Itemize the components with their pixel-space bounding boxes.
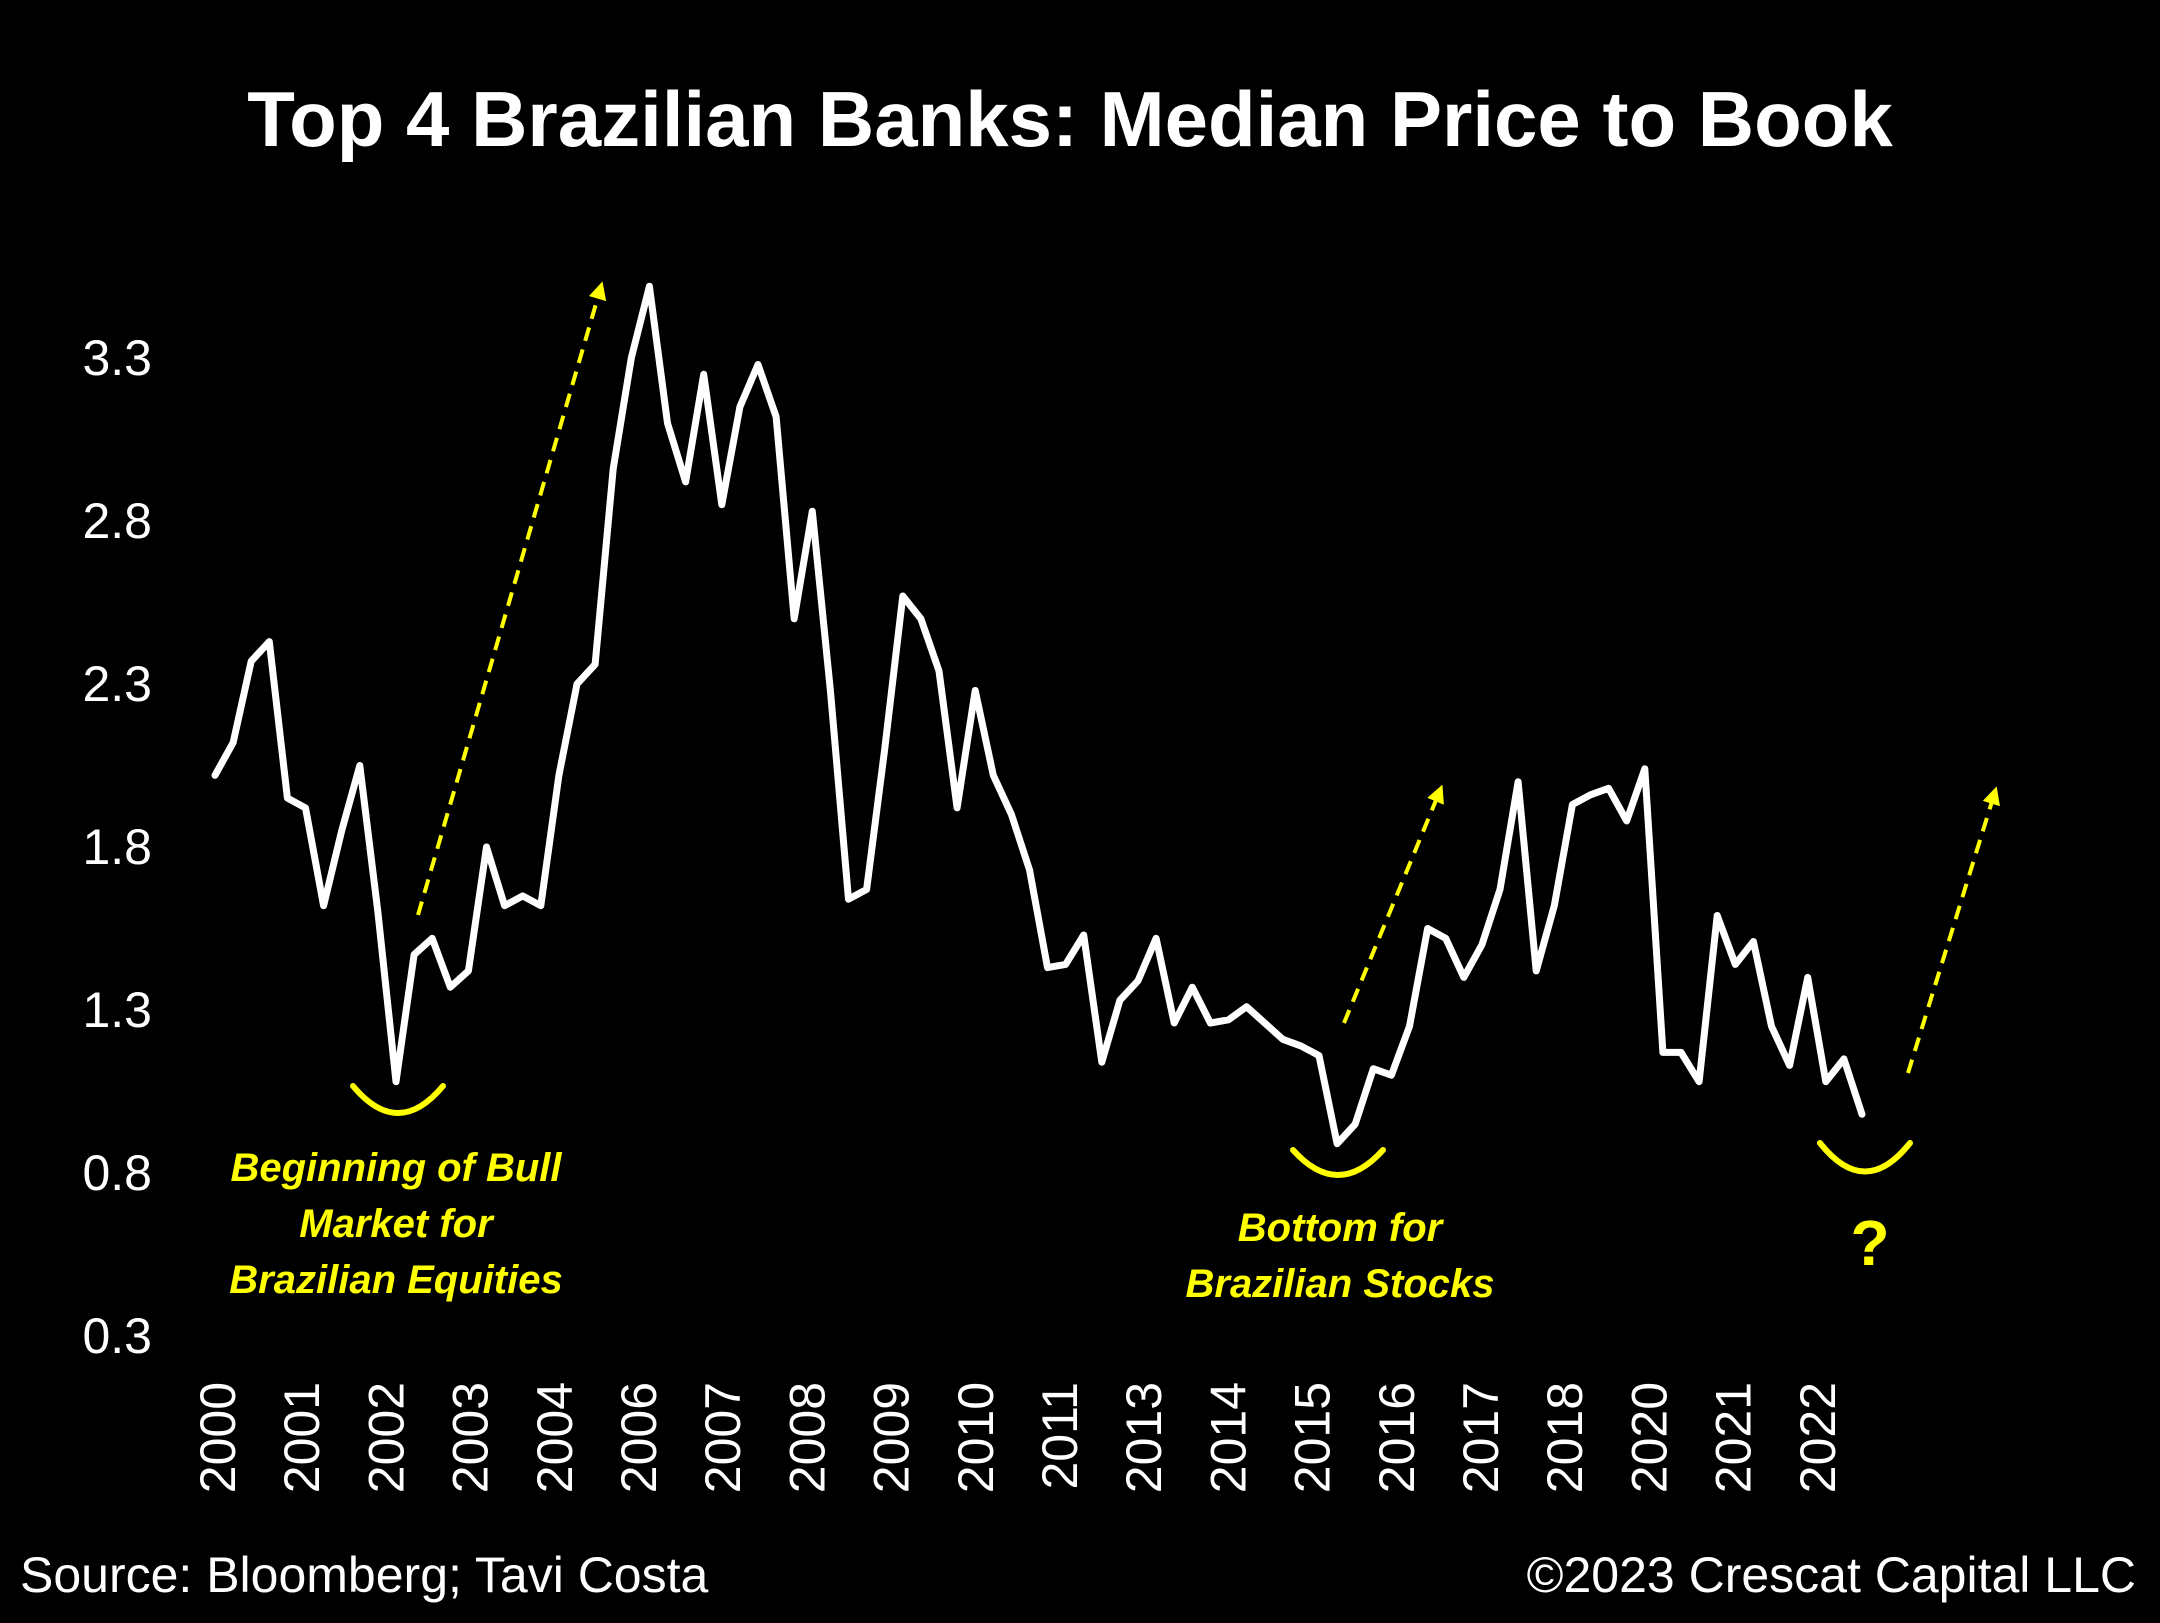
x-tick-label: 2021 — [1706, 1382, 1762, 1493]
x-tick-label: 2018 — [1537, 1382, 1593, 1493]
x-tick-label: 2009 — [864, 1382, 920, 1493]
annotation-line: Brazilian Equities — [229, 1258, 562, 1302]
y-tick-label: 0.8 — [82, 1145, 152, 1201]
x-tick-label: 2004 — [527, 1382, 583, 1493]
annotation-line: Market for — [299, 1202, 495, 1246]
annotation-line: Beginning of Bull — [230, 1146, 562, 1190]
y-tick-label: 1.3 — [82, 982, 152, 1038]
bottom-marker-2023 — [1817, 1140, 1913, 1175]
x-tick-label: 2013 — [1116, 1382, 1172, 1493]
x-tick-label: 2020 — [1621, 1382, 1677, 1493]
x-tick-label: 2015 — [1285, 1382, 1341, 1493]
chart-title: Top 4 Brazilian Banks: Median Price to B… — [247, 75, 1893, 163]
x-tick-label: 2022 — [1790, 1382, 1846, 1493]
x-tick-label: 2002 — [358, 1382, 414, 1493]
source-note: Source: Bloomberg; Tavi Costa — [20, 1547, 708, 1603]
y-tick-label: 1.8 — [82, 819, 152, 875]
x-tick-label: 2000 — [190, 1382, 246, 1493]
annotation-line: Brazilian Stocks — [1185, 1262, 1494, 1306]
price-to-book-line — [211, 282, 1866, 1148]
x-tick-label: 2007 — [695, 1382, 751, 1493]
bottom-marker-2015 — [1290, 1147, 1386, 1178]
x-tick-label: 2008 — [779, 1382, 835, 1493]
y-tick-label: 2.3 — [82, 656, 152, 712]
y-tick-label: 0.3 — [82, 1308, 152, 1364]
x-tick-label: 2001 — [274, 1382, 330, 1493]
x-tick-label: 2003 — [443, 1382, 499, 1493]
x-tick-label: 2014 — [1200, 1382, 1256, 1493]
copyright-note: ©2023 Crescat Capital LLC — [1527, 1547, 2136, 1603]
x-tick-label: 2011 — [1032, 1382, 1088, 1490]
bottom-recovery-arrow — [1342, 784, 1444, 1024]
x-tick-label: 2016 — [1369, 1382, 1425, 1493]
bull-market-annotation: Beginning of Bull Market for Brazilian E… — [229, 1146, 562, 1302]
future-recovery-arrow — [1906, 786, 2000, 1074]
bottom-annotation: Bottom for Brazilian Stocks — [1185, 1206, 1494, 1306]
y-tick-label: 3.3 — [82, 330, 152, 386]
x-axis-ticks: 2000 2001 2002 2003 2004 2006 2007 2008 2009 2010… — [190, 1382, 1846, 1493]
y-tick-label: 2.8 — [82, 493, 152, 549]
x-tick-label: 2010 — [948, 1382, 1004, 1493]
x-tick-label: 2006 — [611, 1382, 667, 1493]
bottom-marker-2002 — [350, 1083, 446, 1116]
x-tick-label: 2017 — [1453, 1382, 1509, 1493]
y-axis-ticks: 3.3 2.8 2.3 1.8 1.3 0.8 0.3 — [82, 330, 152, 1364]
question-mark-annotation: ? — [1850, 1207, 1889, 1279]
annotation-line: Bottom for — [1238, 1206, 1445, 1250]
bull-market-arrow — [416, 281, 607, 916]
